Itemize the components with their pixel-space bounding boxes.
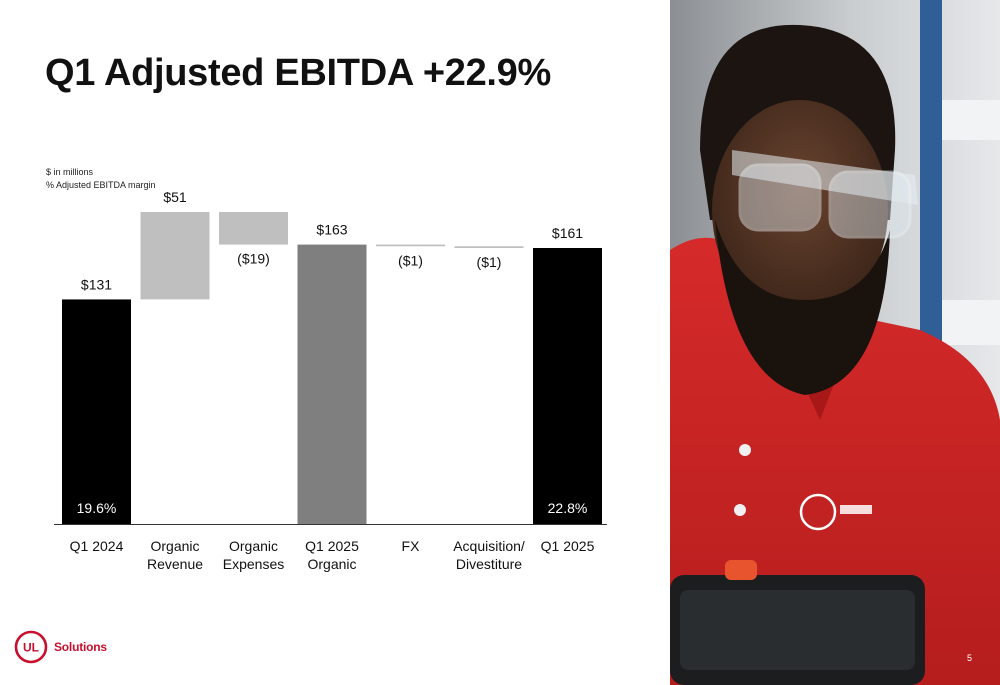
bar-7: [533, 248, 602, 524]
bar-6: [454, 246, 524, 248]
ebitda-waterfall-chart: $131 19.6% Q1 2024 $51 Organic Revenue ($19) Or…: [54, 189, 607, 572]
logo-text: Solutions: [54, 640, 107, 654]
ul-solutions-logo: UL Solutions: [14, 630, 107, 664]
category-label-6-line-1: Acquisition/: [453, 538, 525, 554]
slide-title: Q1 Adjusted EBITDA +22.9%: [45, 52, 551, 94]
category-label-7: Q1 2025: [541, 538, 595, 554]
svg-text:UL: UL: [23, 641, 39, 655]
category-label-2-line-1: Organic: [150, 538, 199, 554]
category-label-3-line-2: Expenses: [223, 556, 284, 572]
margin-label-1: 19.6%: [77, 500, 117, 516]
value-label-5: ($1): [398, 252, 423, 268]
category-label-1: Q1 2024: [70, 538, 124, 554]
page-number: 5: [966, 653, 972, 663]
category-label-3-line-1: Organic: [229, 538, 278, 554]
bar-3: [219, 212, 288, 245]
category-label-6-line-2: Divestiture: [456, 556, 522, 572]
bar-2: [140, 212, 210, 300]
category-label-2-line-2: Revenue: [147, 556, 203, 572]
technician-photo: 5: [670, 0, 1000, 685]
value-label-3: ($19): [237, 251, 270, 267]
value-label-6: ($1): [477, 254, 502, 270]
category-label-4-line-1: Q1 2025: [305, 538, 359, 554]
value-label-7: $161: [552, 225, 583, 241]
margin-label-7: 22.8%: [548, 500, 588, 516]
ul-logo-icon: UL: [14, 630, 48, 664]
margin-note: % Adjusted EBITDA margin: [46, 180, 156, 190]
value-label-4: $163: [316, 222, 347, 238]
value-label-2: $51: [163, 189, 187, 205]
bar-5: [376, 244, 445, 247]
bar-1: [62, 299, 131, 524]
units-note: $ in millions: [46, 167, 94, 177]
category-label-4-line-2: Organic: [307, 556, 356, 572]
category-label-5: FX: [402, 538, 421, 554]
bar-4: [297, 244, 367, 525]
value-label-1: $131: [81, 276, 112, 292]
